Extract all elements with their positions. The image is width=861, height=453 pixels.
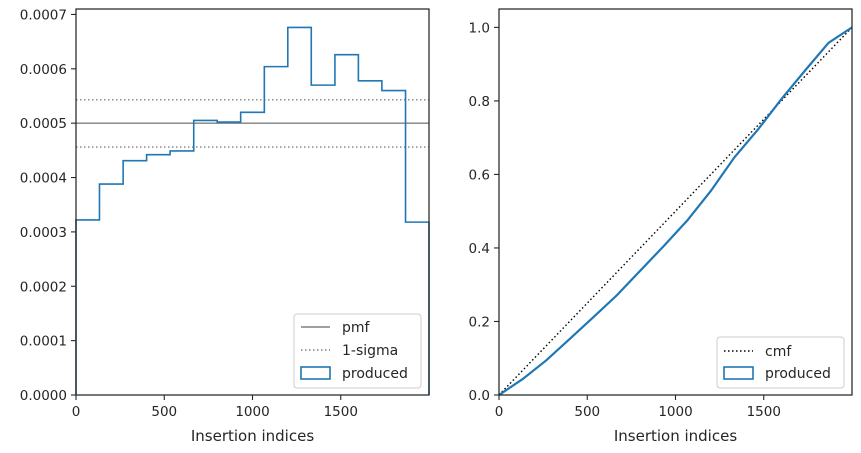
cmf-line bbox=[498, 26, 853, 396]
y-tick-label: 0.0005 bbox=[20, 116, 67, 132]
y-tick-label: 0.2 bbox=[469, 314, 490, 330]
y-tick-label: 0.4 bbox=[469, 241, 490, 257]
y-tick-label: 1.0 bbox=[469, 20, 490, 36]
pmf-histogram-panel: 0 500 1000 1500 0.0000 0.0001 0.0002 0.0003 0.00… bbox=[20, 7, 430, 445]
legend-swatch-produced bbox=[300, 366, 331, 380]
histogram-bin bbox=[170, 151, 194, 395]
x-tick-label: 1000 bbox=[658, 404, 692, 420]
y-tick-label: 0.0007 bbox=[20, 7, 67, 23]
histogram-bin bbox=[76, 220, 99, 395]
y-tick-label: 0.6 bbox=[469, 167, 490, 183]
histogram-bin bbox=[194, 120, 217, 395]
y-tick-label: 0.0000 bbox=[20, 388, 67, 404]
produced-cmf-line bbox=[498, 26, 853, 396]
x-tick-label: 500 bbox=[151, 404, 177, 420]
y-tick-label: 0.0002 bbox=[20, 279, 67, 295]
legend-box bbox=[293, 313, 422, 389]
produced-histogram bbox=[75, 26, 430, 395]
plot-frame bbox=[75, 8, 430, 396]
x-axis-label: Insertion indices bbox=[614, 427, 737, 445]
y-tick-label: 0.8 bbox=[469, 94, 490, 110]
histogram-bin bbox=[147, 155, 170, 395]
y-tick-label: 0.0004 bbox=[20, 171, 67, 187]
legend-box bbox=[716, 336, 845, 389]
legend-label: cmf bbox=[765, 344, 792, 360]
plot-frame bbox=[498, 8, 853, 396]
legend-label: 1-sigma bbox=[342, 343, 398, 359]
x-tick-label: 0 bbox=[495, 404, 504, 420]
legend-label: produced bbox=[342, 366, 408, 382]
y-tick-label: 0.0 bbox=[469, 388, 490, 404]
x-tick-label: 1500 bbox=[747, 404, 781, 420]
y-tick-label: 0.0006 bbox=[20, 62, 67, 78]
legend-swatch-produced bbox=[723, 366, 754, 380]
histogram-bin bbox=[217, 122, 240, 395]
x-axis-label: Insertion indices bbox=[191, 427, 314, 445]
x-tick-label: 0 bbox=[72, 404, 81, 420]
histogram-bin bbox=[264, 67, 287, 395]
legend-label: pmf bbox=[342, 320, 371, 336]
legend-label: produced bbox=[765, 366, 831, 382]
x-tick-label: 1000 bbox=[235, 404, 269, 420]
x-tick-label: 500 bbox=[574, 404, 600, 420]
histogram-bin bbox=[99, 184, 123, 395]
cmf-line-panel: 0 500 1000 1500 0.0 0.2 0.4 0.6 0.8 1.0 Insertion … bbox=[469, 8, 853, 445]
y-tick-label: 0.0001 bbox=[20, 334, 67, 350]
x-tick-label: 1500 bbox=[324, 404, 358, 420]
histogram-bin bbox=[241, 112, 265, 395]
histogram-bin bbox=[123, 161, 146, 395]
y-tick-label: 0.0003 bbox=[20, 225, 67, 241]
